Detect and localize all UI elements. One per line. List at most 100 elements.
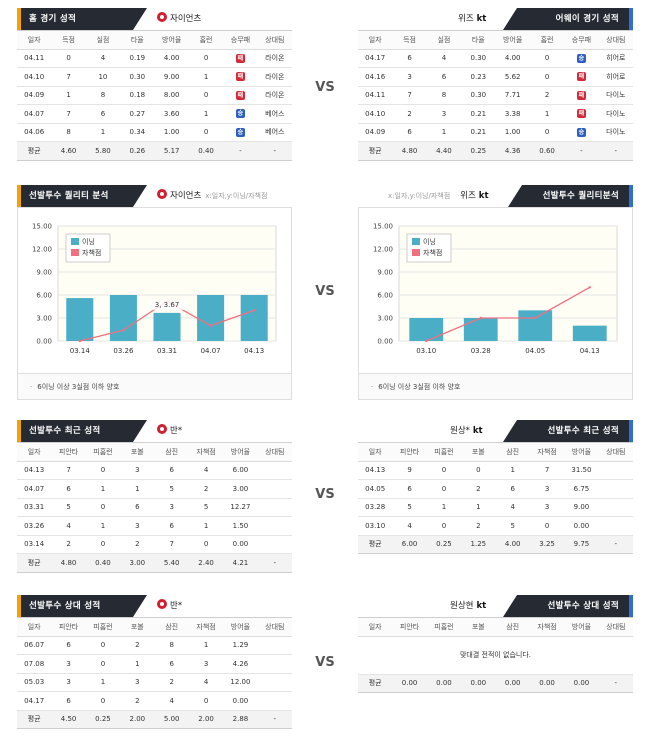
average-cell: 4.60 [51,141,86,161]
table-cell: 4.00 [154,49,189,68]
point-earned-runs [534,316,537,320]
table-header-row: 일자 피안타 피홈런 포볼 삼진 자책점 방어율 상대팀 [17,617,292,637]
average-row: 평균 6.00 0.25 1.25 4.00 3.25 9.75- [358,535,633,554]
average-cell: 2.40 [188,553,224,573]
table-cell: 12.27 [223,498,258,517]
legend-swatch [71,249,79,256]
column-header: 타율 [461,30,496,50]
y-tick-label: 9.00 [377,269,393,277]
table-cell: 0.34 [120,123,155,142]
table-cell: 0.23 [461,67,496,87]
table-cell: 1 [495,461,530,480]
table-cell: 0.21 [461,104,496,124]
right-starter-vs-header: 원상현 kt 선발투수 상대 성적 [358,595,633,617]
table-cell: 0 [188,49,224,68]
column-header: 실점 [85,30,121,50]
table-cell: 8 [51,123,86,142]
left-starter-recent-table: 일자 피안타 피홈런 포볼 삼진 자책점 방어율 상대팀 04.13 7 0 3 6 4 6.00 04.07… [17,442,292,573]
table-cell: 3 [154,498,189,517]
left-quality-panel: 선발투수 퀄리티 분석 자이언츠 x:일자,y:이닝/자책점 0.00 3.00 6.… [17,185,292,400]
table-cell: 04.09 [17,86,52,105]
column-header: 삼진 [154,442,189,462]
table-row: 04.07 6 1 1 5 2 3.00 [17,479,292,499]
average-cell: 4.21 [223,553,258,573]
table-cell: 패 [564,104,599,124]
point-earned-runs [479,316,482,320]
point-earned-runs [588,286,591,289]
average-cell: 0.25 [426,535,462,554]
table-cell: 0 [188,691,224,711]
column-header: 피홈런 [426,442,462,462]
table-cell: 4 [154,691,189,711]
bar-innings [66,298,94,341]
table-row: 04.17 6 4 0.30 4.00 0 승 히어로 [358,49,633,68]
home-record-title: 홈 경기 성적 [17,8,147,30]
table-cell: 3 [120,673,155,692]
x-tick-label: 03.26 [113,347,134,355]
table-cell: 3 [529,498,565,517]
column-header: 삼진 [495,442,530,462]
legend-label: 이닝 [82,237,95,246]
legend-swatch [71,238,79,245]
left-quality-team-name: 자이언츠 [170,191,202,201]
table-cell: 04.06 [17,123,52,142]
table-cell: 3 [426,104,462,124]
average-row: 평균 4.60 5.80 0.26 5.17 0.40- - [17,141,292,161]
table-cell: 8 [85,86,121,105]
table-row: 04.05 6 0 2 6 3 6.75 [358,479,633,499]
y-tick-label: 12.00 [373,246,393,254]
home-record-table: 일자 득점 실점 타율 방어율 홈런 승무패 상대팀 04.11 0 4 0.19 4.00 0 패 라이온 0… [17,30,292,161]
average-cell: 5.40 [154,553,189,573]
table-cell: 9.00 [154,67,189,87]
column-header: 방어율 [564,617,599,637]
column-header: 포볼 [120,617,155,637]
column-header: 피안타 [51,617,86,637]
table-cell: 2 [529,86,565,105]
table-cell: 다이노 [598,104,633,124]
table-cell: 04.10 [17,67,52,87]
average-cell: 평균 [17,141,52,161]
table-cell: 0 [529,516,565,536]
bar-innings [518,310,553,341]
bar-innings [197,295,225,341]
table-cell: 1 [426,123,462,142]
right-quality-chart-box: 0.00 3.00 6.00 9.00 12.00 15.00 03.10 03.28 04.0… [358,207,633,400]
table-cell: 6 [120,498,155,517]
table-cell: 5 [188,498,224,517]
column-header: 피홈런 [85,617,121,637]
y-tick-label: 0.00 [36,338,52,346]
table-cell: 03.10 [358,516,393,536]
average-cell: 5.80 [85,141,121,161]
column-header: 일자 [358,617,393,637]
column-header: 일자 [17,617,52,637]
x-tick-label: 03.28 [471,347,491,355]
average-cell: 0.00 [392,674,427,693]
column-header: 피홈런 [426,617,462,637]
right-starter-recent-table: 일자 피안타 피홈런 포볼 삼진 자책점 방어율 상대팀 04.13 9 0 0 1 7 31.50 04.0… [358,442,633,554]
average-cell: 1.25 [461,535,496,554]
average-cell: - [223,141,258,161]
table-cell: 05.03 [17,673,52,692]
average-cell: 4.80 [51,553,86,573]
loss-badge: 패 [235,72,245,82]
bar-innings [109,295,137,341]
average-cell: - [564,141,599,161]
table-cell: 1 [188,636,224,655]
average-cell: 2.88 [223,710,258,729]
kt-logo-icon: kt [478,191,489,201]
vs-label-2: VS [315,284,335,299]
table-row: 07.08 3 0 1 6 3 4.26 [17,654,292,674]
column-header: 자책점 [529,442,565,462]
table-cell: 1 [51,86,86,105]
average-cell: 4.50 [51,710,86,729]
column-header: 상대팀 [257,617,292,637]
table-cell: 0 [85,461,121,480]
table-cell: 4 [188,673,224,692]
table-row: 03.31 5 0 6 3 5 12.27 [17,498,292,517]
column-header: 타율 [120,30,155,50]
x-tick-label: 03.10 [416,347,436,355]
legend-swatch [412,238,420,245]
right-starter-vs-panel: 원상현 kt 선발투수 상대 성적 일자 피안타 피홈런 포볼 삼진 자책점 방어율 상대팀 맞대… [358,595,633,693]
left-quality-note: 6이닝 이상 3실점 이하 양호 [18,373,291,399]
table-cell: 8 [426,86,462,105]
